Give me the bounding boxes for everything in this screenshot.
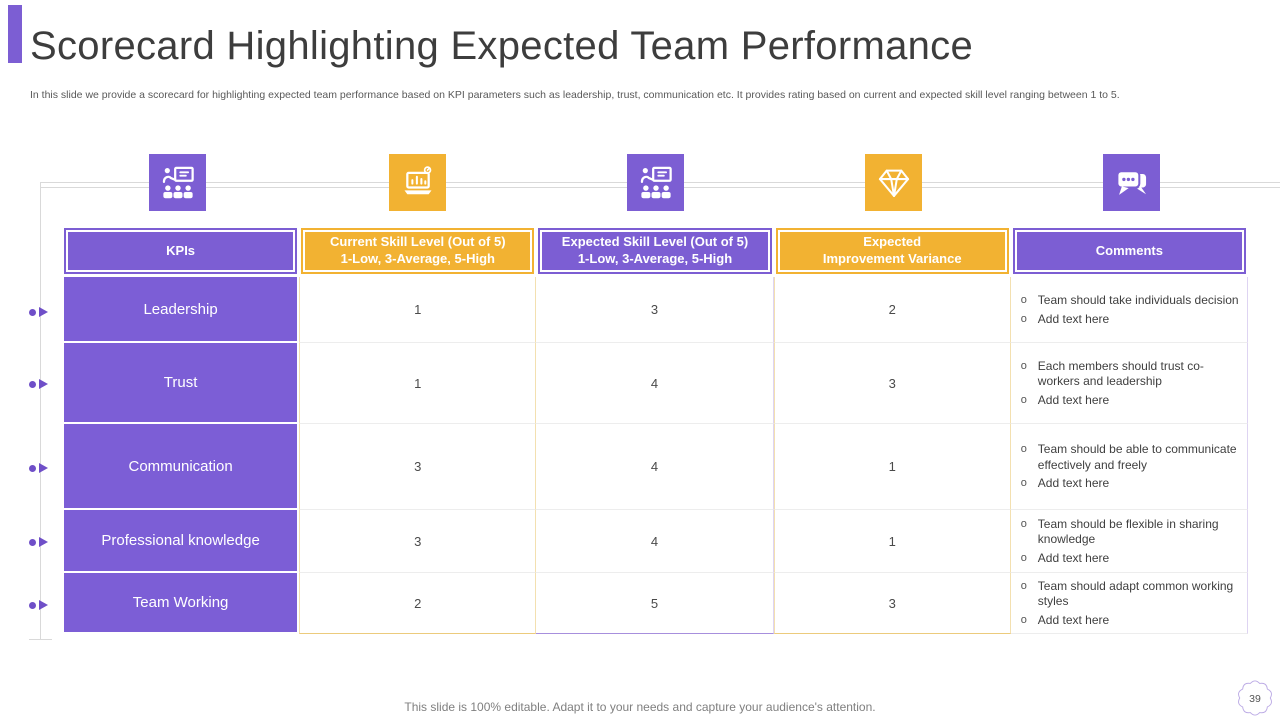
header-label: KPIs xyxy=(166,242,196,258)
title-accent-bar xyxy=(8,5,22,63)
header-label-line2: 1-Low, 3-Average, 5-High xyxy=(340,251,495,266)
dot-icon xyxy=(29,538,36,546)
expected-skill-cell: 3 xyxy=(536,277,774,343)
slide-subtitle: In this slide we provide a scorecard for… xyxy=(30,89,1120,101)
comment-text: Add text here xyxy=(1037,612,1110,627)
diamond-icon xyxy=(865,154,922,211)
kpi-cell: Communication xyxy=(64,424,298,510)
header-label: Current Skill Level (Out of 5) xyxy=(330,234,506,250)
comment-item: o Team should adapt common working style… xyxy=(1021,579,1241,610)
comment-text: Each members should trust co-workers and… xyxy=(1037,358,1204,389)
connector-line-tick xyxy=(29,639,52,640)
column-header-current-skill: Current Skill Level (Out of 5) 1-Low, 3-… xyxy=(299,228,536,277)
variance-cell: 1 xyxy=(773,510,1011,573)
kpi-cell: Leadership xyxy=(64,277,298,343)
variance-cell: 2 xyxy=(773,277,1011,343)
comments-cell: o Team should be able to communicate eff… xyxy=(1010,424,1248,510)
circle-bullet: o xyxy=(1020,613,1027,626)
circle-bullet: o xyxy=(1020,579,1027,592)
row-marker xyxy=(29,307,48,317)
header-label: Expected Skill Level (Out of 5) xyxy=(561,234,749,250)
column-header-expected-skill: Expected Skill Level (Out of 5) 1-Low, 3… xyxy=(536,228,773,277)
comment-text: Team should take individuals decision xyxy=(1037,292,1239,307)
comment-item: o Team should be able to communicate eff… xyxy=(1021,442,1241,473)
current-skill-cell: 3 xyxy=(299,510,537,573)
comment-item: o Each members should trust co-workers a… xyxy=(1021,359,1241,390)
circle-bullet: o xyxy=(1020,312,1027,325)
current-skill-cell: 1 xyxy=(299,343,537,424)
comments-cell: o Team should adapt common working style… xyxy=(1010,573,1248,634)
comments-cell: o Each members should trust co-workers a… xyxy=(1010,343,1248,424)
circle-bullet: o xyxy=(1020,477,1027,490)
arrow-right-icon xyxy=(39,537,48,547)
comments-cell: o Team should take individuals decision … xyxy=(1010,277,1248,343)
current-skill-cell: 1 xyxy=(299,277,537,343)
header-label: Expected xyxy=(863,234,922,250)
comment-item: o Add text here xyxy=(1021,312,1241,328)
comment-text: Team should adapt common working styles xyxy=(1037,578,1234,609)
dot-icon xyxy=(29,308,36,316)
connector-vertical-line xyxy=(40,183,41,639)
expected-skill-cell: 4 xyxy=(536,343,774,424)
training-presentation-icon xyxy=(149,154,206,211)
column-header-comments: Comments xyxy=(1011,228,1248,277)
circle-bullet: o xyxy=(1020,517,1027,530)
row-marker xyxy=(29,379,48,389)
comment-item: o Add text here xyxy=(1021,551,1241,567)
current-skill-cell: 3 xyxy=(299,424,537,510)
current-skill-cell: 2 xyxy=(299,573,537,634)
expected-skill-cell: 4 xyxy=(536,510,774,573)
dot-icon xyxy=(29,464,36,472)
comment-text: Add text here xyxy=(1037,392,1110,407)
laptop-analytics-icon xyxy=(389,154,446,211)
row-marker xyxy=(29,537,48,547)
comment-item: o Add text here xyxy=(1021,476,1241,492)
comment-text: Add text here xyxy=(1037,476,1110,491)
kpi-cell: Trust xyxy=(64,343,298,424)
circle-bullet: o xyxy=(1020,551,1027,564)
dot-icon xyxy=(29,380,36,388)
dot-icon xyxy=(29,601,36,609)
comment-text: Team should be flexible in sharing knowl… xyxy=(1037,516,1219,547)
arrow-right-icon xyxy=(39,600,48,610)
arrow-right-icon xyxy=(39,379,48,389)
training-presentation-icon xyxy=(627,154,684,211)
row-marker xyxy=(29,463,48,473)
footer-note: This slide is 100% editable. Adapt it to… xyxy=(404,700,876,714)
expected-skill-cell: 4 xyxy=(536,424,774,510)
comment-item: o Add text here xyxy=(1021,613,1241,629)
page-number: 39 xyxy=(1249,693,1261,705)
header-label-line2: 1-Low, 3-Average, 5-High xyxy=(577,251,733,266)
column-header-improvement-variance: Expected Improvement Variance xyxy=(774,228,1011,277)
page-title: Scorecard Highlighting Expected Team Per… xyxy=(30,24,974,68)
kpi-cell: Team Working xyxy=(64,573,298,634)
comment-text: Team should be able to communicate effec… xyxy=(1037,442,1237,472)
variance-cell: 3 xyxy=(773,573,1011,634)
variance-cell: 1 xyxy=(773,424,1011,510)
comment-text: Add text here xyxy=(1037,550,1110,565)
comment-item: o Team should be flexible in sharing kno… xyxy=(1021,517,1241,548)
comment-item: o Team should take individuals decision xyxy=(1021,293,1241,309)
comment-text: Add text here xyxy=(1037,311,1110,326)
arrow-right-icon xyxy=(39,463,48,473)
page-number-badge: 39 xyxy=(1238,680,1272,716)
chat-comments-icon xyxy=(1103,154,1160,211)
circle-bullet: o xyxy=(1020,293,1027,306)
kpi-cell: Professional knowledge xyxy=(64,510,298,573)
scorecard-table: KPIs Current Skill Level (Out of 5) 1-Lo… xyxy=(62,228,1248,634)
header-label: Comments xyxy=(1095,242,1163,258)
column-header-kpis: KPIs xyxy=(62,228,299,277)
circle-bullet: o xyxy=(1020,359,1027,372)
header-label-line2: Improvement Variance xyxy=(822,251,962,266)
variance-cell: 3 xyxy=(773,343,1011,424)
circle-bullet: o xyxy=(1020,443,1027,456)
row-marker xyxy=(29,600,48,610)
expected-skill-cell: 5 xyxy=(536,573,774,634)
comments-cell: o Team should be flexible in sharing kno… xyxy=(1010,510,1248,573)
circle-bullet: o xyxy=(1020,393,1027,406)
arrow-right-icon xyxy=(39,307,48,317)
comment-item: o Add text here xyxy=(1021,393,1241,409)
